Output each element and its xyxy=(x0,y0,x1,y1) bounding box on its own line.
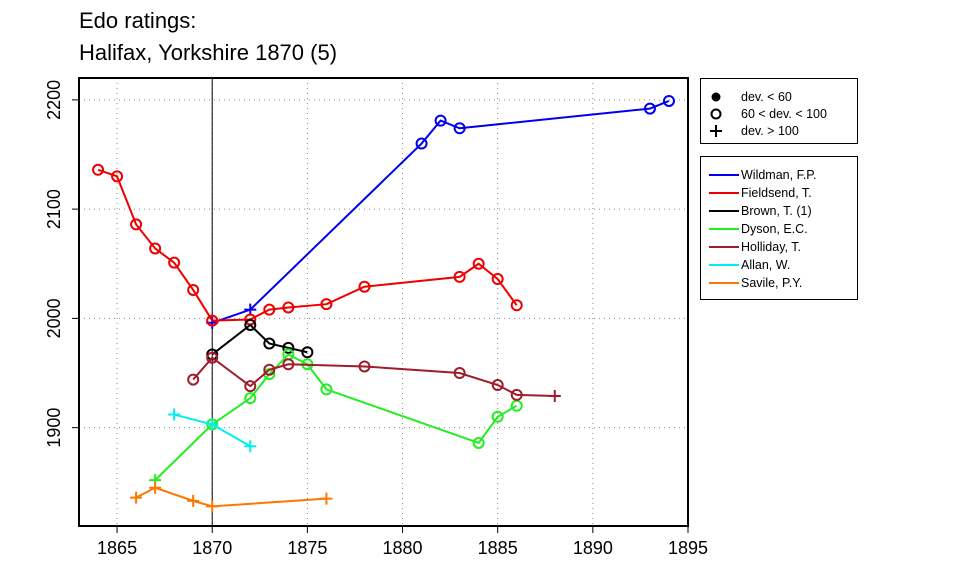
data-point-open xyxy=(187,373,200,386)
data-point-open xyxy=(168,256,181,269)
data-point-open xyxy=(263,337,276,350)
data-point-open xyxy=(510,299,523,312)
data-point-open xyxy=(263,363,276,376)
y-tick-label: 2100 xyxy=(44,189,64,229)
data-point-open xyxy=(111,170,124,183)
data-point-open xyxy=(187,283,200,296)
legend-swatch xyxy=(709,228,739,230)
x-tick-label: 1880 xyxy=(383,538,423,558)
series-line-2 xyxy=(211,323,308,356)
x-tick-label: 1890 xyxy=(573,538,613,558)
series-line-3 xyxy=(154,353,518,481)
legend-label: Fieldsend, T. xyxy=(741,186,812,200)
chart-title-line-1: Edo ratings: xyxy=(79,8,197,33)
legend-label: Allan, W. xyxy=(741,258,791,272)
data-point-open xyxy=(282,301,295,314)
legend-swatch xyxy=(709,210,739,212)
legend-swatch xyxy=(709,246,739,248)
series-line-1 xyxy=(97,168,518,322)
data-point-open xyxy=(510,388,523,401)
data-point-open xyxy=(491,273,504,286)
series-line-4 xyxy=(192,356,555,397)
data-point-open xyxy=(453,367,466,380)
legend-label: Holliday, T. xyxy=(741,240,801,254)
legend-label: Dyson, E.C. xyxy=(741,222,808,236)
legend-label: dev. < 60 xyxy=(741,90,792,104)
data-point-open xyxy=(244,380,257,393)
data-point-open xyxy=(643,102,656,115)
series-line-6 xyxy=(135,486,327,508)
y-tick-label: 2200 xyxy=(44,80,64,120)
legend-label: dev. > 100 xyxy=(741,124,799,138)
data-point-plus xyxy=(244,440,257,453)
data-point-plus xyxy=(130,491,143,504)
filled-circle-icon xyxy=(711,92,721,102)
legend-label: 60 < dev. < 100 xyxy=(741,107,827,121)
data-point-open xyxy=(453,270,466,283)
data-point-open xyxy=(263,303,276,316)
legend-swatch xyxy=(709,264,739,266)
data-point-open xyxy=(491,410,504,423)
data-point-open xyxy=(206,314,219,327)
plus-icon xyxy=(710,125,722,137)
data-point-open xyxy=(206,351,219,364)
data-point-open xyxy=(415,137,428,150)
data-point-plus xyxy=(168,408,181,421)
y-tick-label: 2000 xyxy=(44,298,64,338)
data-point-open xyxy=(320,383,333,396)
data-point-plus xyxy=(206,500,219,513)
legend-swatch xyxy=(709,192,739,194)
legend-swatch xyxy=(709,282,739,284)
data-point-open xyxy=(301,346,314,359)
data-point-plus xyxy=(320,492,333,505)
data-point-open xyxy=(662,94,675,107)
data-point-plus xyxy=(206,418,219,431)
plot-frame xyxy=(78,77,689,527)
data-point-open xyxy=(244,392,257,405)
series-line-0 xyxy=(211,100,670,324)
data-point-open xyxy=(244,318,257,331)
data-point-open xyxy=(282,341,295,354)
legend-label: Wildman, F.P. xyxy=(741,168,817,182)
x-tick-label: 1895 xyxy=(668,538,708,558)
data-point-plus xyxy=(149,481,162,494)
data-point-plus xyxy=(548,389,561,402)
data-point-open xyxy=(149,242,162,255)
series-legend: Wildman, F.P. Fieldsend, T. Brown, T. (1) D… xyxy=(700,156,858,300)
x-tick-label: 1870 xyxy=(192,538,232,558)
open-circle-icon xyxy=(710,108,722,120)
y-tick-label: 1900 xyxy=(44,408,64,448)
data-point-plus xyxy=(187,494,200,507)
marker-legend: dev. < 60 60 < dev. < 100 dev. > 100 xyxy=(700,78,858,144)
x-tick-label: 1865 xyxy=(97,538,137,558)
data-point-open xyxy=(358,360,371,373)
data-point-open xyxy=(320,298,333,311)
data-point-open xyxy=(130,218,143,231)
x-tick-label: 1885 xyxy=(478,538,518,558)
data-point-open xyxy=(358,280,371,293)
data-point-open xyxy=(434,114,447,127)
data-point-open xyxy=(472,436,485,449)
x-tick-label: 1875 xyxy=(287,538,327,558)
chart-title-line-2: Halifax, Yorkshire 1870 (5) xyxy=(79,40,338,65)
data-point-open xyxy=(282,358,295,371)
data-point-open xyxy=(472,257,485,270)
data-point-open xyxy=(491,379,504,392)
legend-label: Savile, P.Y. xyxy=(741,276,803,290)
legend-label: Brown, T. (1) xyxy=(741,204,812,218)
data-point-open xyxy=(92,163,105,176)
legend-swatch xyxy=(709,174,739,176)
data-point-open xyxy=(453,122,466,135)
